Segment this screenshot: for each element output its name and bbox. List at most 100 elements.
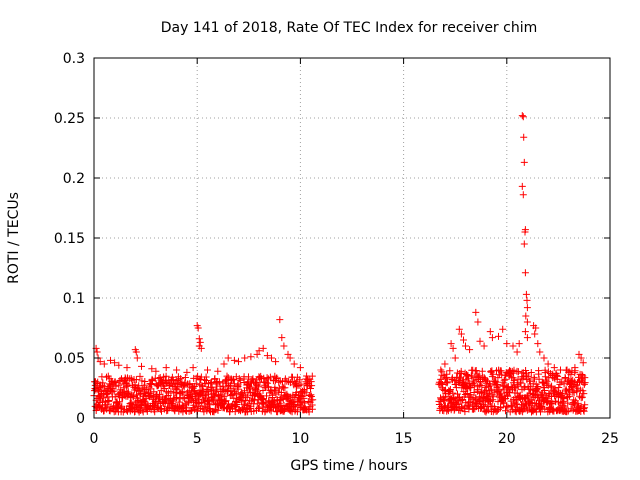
data-point bbox=[146, 393, 154, 401]
data-point bbox=[103, 401, 111, 409]
data-point bbox=[581, 401, 589, 409]
data-point bbox=[472, 308, 480, 316]
data-point bbox=[200, 398, 208, 406]
data-point bbox=[519, 113, 527, 121]
data-point bbox=[110, 387, 118, 395]
data-point bbox=[138, 362, 145, 370]
x-tick-label: 5 bbox=[193, 431, 202, 447]
data-point bbox=[208, 383, 216, 391]
data-point bbox=[105, 397, 113, 404]
data-point bbox=[457, 397, 465, 405]
data-point bbox=[481, 383, 489, 391]
data-point bbox=[308, 382, 316, 390]
data-point bbox=[446, 386, 454, 393]
data-point bbox=[454, 390, 461, 398]
data-point bbox=[437, 375, 445, 383]
data-point bbox=[199, 387, 207, 395]
data-point bbox=[303, 372, 311, 380]
data-point bbox=[536, 348, 544, 356]
data-point bbox=[509, 342, 517, 350]
data-point bbox=[468, 372, 476, 380]
data-point bbox=[277, 389, 285, 396]
data-point bbox=[212, 387, 220, 395]
data-point bbox=[495, 332, 502, 340]
data-point bbox=[271, 383, 279, 391]
data-point bbox=[523, 334, 531, 342]
data-point bbox=[524, 392, 532, 400]
data-point bbox=[461, 408, 469, 416]
data-point bbox=[441, 374, 449, 382]
data-point bbox=[470, 389, 478, 396]
data-point bbox=[524, 372, 532, 380]
data-point bbox=[520, 158, 528, 166]
data-point bbox=[480, 342, 488, 350]
data-point bbox=[249, 375, 257, 383]
data-point bbox=[455, 325, 463, 333]
data-point bbox=[522, 312, 530, 320]
data-point bbox=[281, 384, 289, 392]
data-point bbox=[472, 367, 480, 374]
data-point bbox=[308, 405, 316, 413]
data-point bbox=[457, 330, 465, 338]
data-point bbox=[133, 354, 141, 362]
data-point bbox=[466, 346, 474, 354]
data-point bbox=[444, 378, 452, 386]
data-point bbox=[200, 408, 208, 416]
data-point bbox=[148, 365, 156, 373]
data-point bbox=[279, 395, 287, 403]
data-point bbox=[196, 338, 204, 346]
data-point bbox=[275, 378, 283, 386]
data-point bbox=[537, 408, 544, 416]
data-point bbox=[253, 381, 261, 389]
data-point bbox=[581, 379, 589, 387]
data-point bbox=[273, 374, 281, 382]
data-point bbox=[544, 360, 552, 368]
data-point bbox=[497, 404, 504, 412]
data-point bbox=[467, 393, 475, 401]
data-point bbox=[141, 378, 149, 385]
data-point bbox=[189, 364, 197, 372]
data-point bbox=[576, 392, 583, 400]
data-point bbox=[209, 396, 217, 404]
axis-ticks bbox=[93, 57, 611, 419]
data-point bbox=[580, 390, 588, 398]
y-tick-label: 0.25 bbox=[54, 111, 85, 127]
data-point bbox=[306, 392, 314, 399]
y-tick-label: 0.1 bbox=[63, 291, 85, 307]
data-point bbox=[214, 367, 222, 375]
data-point bbox=[520, 384, 528, 392]
data-point bbox=[520, 133, 528, 141]
data-point bbox=[467, 384, 475, 392]
data-point bbox=[551, 385, 559, 393]
data-point bbox=[173, 386, 181, 394]
data-point bbox=[474, 386, 482, 394]
data-point bbox=[510, 366, 518, 374]
data-point bbox=[307, 385, 314, 392]
data-point bbox=[269, 391, 276, 399]
data-point bbox=[296, 364, 304, 372]
data-point bbox=[518, 182, 526, 190]
data-point bbox=[566, 392, 573, 400]
data-point bbox=[541, 387, 548, 394]
data-point bbox=[129, 392, 137, 400]
data-point bbox=[542, 393, 550, 401]
data-point bbox=[214, 406, 222, 414]
data-point bbox=[519, 405, 527, 413]
data-point bbox=[280, 342, 288, 350]
data-point bbox=[449, 344, 457, 352]
data-point bbox=[223, 372, 231, 380]
data-points bbox=[90, 112, 589, 416]
data-point bbox=[486, 382, 494, 390]
data-point bbox=[304, 376, 312, 384]
data-point bbox=[565, 368, 573, 376]
data-point bbox=[235, 358, 242, 366]
data-point bbox=[111, 378, 119, 386]
data-point bbox=[502, 407, 509, 415]
data-point bbox=[527, 369, 535, 376]
data-point bbox=[517, 379, 525, 387]
data-point bbox=[263, 352, 271, 360]
data-point bbox=[513, 348, 521, 356]
data-point bbox=[514, 368, 522, 376]
data-point bbox=[155, 381, 162, 389]
